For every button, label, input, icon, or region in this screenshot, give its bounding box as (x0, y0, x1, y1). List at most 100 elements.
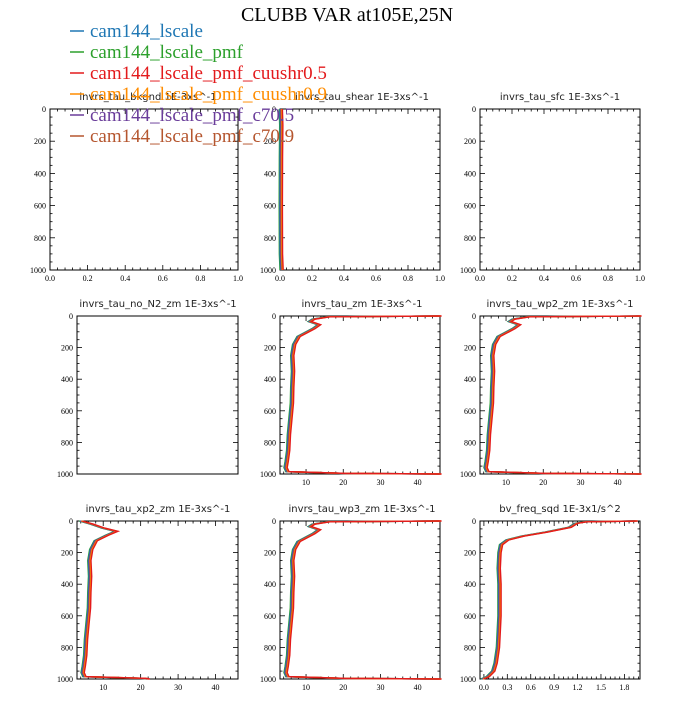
y-tick-label: 0 (42, 105, 46, 114)
series-line-cam144_lscale_pmf_c70.9 (285, 520, 441, 680)
x-tick-label: 0.0 (275, 274, 285, 283)
plot-frame (479, 108, 641, 271)
y-tick-label: 200 (61, 344, 73, 353)
x-tick-label: 0.6 (571, 274, 581, 283)
y-tick-label: 1000 (460, 470, 476, 479)
series-line-cam144_lscale_pmf_cuushr0.5 (281, 108, 284, 271)
y-tick-label: 1000 (260, 675, 276, 684)
panel-5: invrs_tau_zm 1E-3xs^-1 0 200 400 600 800 1000 1… (260, 299, 442, 487)
y-tick-label: 800 (264, 643, 276, 652)
y-tick-label: 1000 (460, 675, 476, 684)
x-tick-label: 0.9 (549, 683, 559, 692)
series-line-cam144_lscale_pmf_c70.9 (485, 315, 641, 475)
legend-item: cam144_lscale_pmf (70, 42, 244, 63)
x-tick-label: 20 (539, 478, 547, 487)
x-tick-label: 1.0 (635, 274, 645, 283)
panel-title: invrs_tau_wp3_zm 1E-3xs^-1 (289, 504, 436, 515)
y-tick-label: 400 (464, 580, 476, 589)
y-tick-label: 200 (464, 549, 476, 558)
series-line-cam144_lscale_pmf_cuushr0.5 (483, 520, 638, 680)
series-line-cam144_lscale (283, 520, 440, 680)
panel-grid: invrs_tau_bkgnd 1E-3xs^-1020040060080010… (30, 92, 645, 692)
x-tick-label: 1.0 (435, 274, 445, 283)
panel-title: bv_freq_sqd 1E-3x1/s^2 (499, 504, 621, 515)
x-tick-label: 0.4 (120, 274, 130, 283)
y-tick-label: 200 (264, 137, 276, 146)
series-line-cam144_lscale_pmf (483, 315, 639, 475)
y-tick-label: 0 (472, 517, 476, 526)
series-line-cam144_lscale_pmf_cuushr0.5 (486, 315, 642, 475)
panel-2: invrs_tau_shear 1E-3xs^-1 0 200 400 600 800 10… (260, 92, 445, 283)
y-tick-label: 800 (464, 438, 476, 447)
x-tick-label: 20 (339, 683, 347, 692)
x-tick-label: 0.8 (603, 274, 613, 283)
x-tick-label: 20 (137, 683, 145, 692)
y-tick-label: 0 (272, 312, 276, 321)
series-line-cam144_lscale (481, 520, 636, 680)
x-tick-label: 1.8 (619, 683, 629, 692)
y-tick-label: 200 (264, 549, 276, 558)
x-tick-label: 0.2 (507, 274, 517, 283)
x-tick-label: 1.0 (233, 274, 243, 283)
x-tick-label: 0.0 (45, 274, 55, 283)
y-tick-label: 1000 (57, 470, 73, 479)
y-tick-label: 200 (464, 137, 476, 146)
x-tick-label: 10 (302, 683, 310, 692)
y-tick-label: 800 (464, 234, 476, 243)
x-tick-label: 0.2 (83, 274, 93, 283)
series-line-cam144_lscale_pmf_cuushr0.9 (485, 315, 641, 475)
y-tick-label: 600 (34, 202, 46, 211)
panel-title: invrs_tau_wp2_zm 1E-3xs^-1 (487, 299, 634, 310)
y-tick-label: 200 (34, 137, 46, 146)
series-line-cam144_lscale_pmf_c70.5 (484, 315, 640, 475)
y-tick-label: 400 (264, 375, 276, 384)
y-tick-label: 400 (61, 375, 73, 384)
y-tick-label: 400 (264, 169, 276, 178)
legend-label: cam144_lscale_pmf_c70.9 (90, 126, 294, 147)
legend-label: cam144_lscale_pmf (90, 42, 244, 63)
series-line-cam144_lscale_pmf_c70.9 (482, 520, 637, 680)
panel-title: invrs_tau_bkgnd 1E-3xs^-1 (79, 92, 216, 103)
x-tick-label: 10 (502, 478, 510, 487)
y-tick-label: 400 (264, 580, 276, 589)
y-tick-label: 0 (472, 105, 476, 114)
x-tick-label: 40 (614, 478, 622, 487)
legend-item: cam144_lscale_pmf_cuushr0.5 (70, 63, 327, 84)
series-line-cam144_lscale_pmf_cuushr0.9 (285, 315, 441, 475)
y-tick-label: 800 (464, 643, 476, 652)
plot-frame (279, 315, 441, 475)
y-tick-label: 400 (464, 375, 476, 384)
y-tick-label: 800 (61, 643, 73, 652)
y-tick-label: 600 (264, 612, 276, 621)
x-tick-label: 0.6 (158, 274, 168, 283)
y-tick-label: 600 (264, 407, 276, 416)
series-line-cam144_lscale_pmf_c70.5 (284, 315, 440, 475)
legend-item: cam144_lscale_pmf_cuushr0.9 (70, 84, 327, 105)
plot-frame (279, 108, 441, 271)
x-tick-label: 20 (339, 478, 347, 487)
x-tick-label: 0.0 (479, 683, 489, 692)
series-line-cam144_lscale_pmf_cuushr0.5 (82, 520, 150, 680)
panel-1: invrs_tau_bkgnd 1E-3xs^-1 0 200 400 600 800 10… (30, 92, 243, 283)
series-line-cam144_lscale_pmf_cuushr0.5 (286, 315, 442, 475)
series-line-cam144_lscale (483, 315, 640, 475)
x-tick-label: 10 (302, 478, 310, 487)
panel-title: invrs_tau_shear 1E-3xs^-1 (295, 92, 429, 103)
plot-frame (479, 520, 641, 680)
y-tick-label: 200 (464, 344, 476, 353)
x-tick-label: 0.4 (339, 274, 349, 283)
x-tick-label: 40 (212, 683, 220, 692)
panel-9: bv_freq_sqd 1E-3x1/s^2020040060080010000… (460, 504, 641, 692)
y-tick-label: 1000 (260, 266, 276, 275)
x-tick-label: 1.2 (573, 683, 583, 692)
y-tick-label: 800 (264, 234, 276, 243)
y-tick-label: 0 (472, 312, 476, 321)
series-line-cam144_lscale_pmf_c70.5 (284, 520, 440, 680)
x-tick-label: 0.4 (539, 274, 549, 283)
series-line-cam144_lscale_pmf_cuushr0.5 (286, 520, 442, 680)
y-tick-label: 0 (272, 105, 276, 114)
panel-3: invrs_tau_sfc 1E-3xs^-1 0 200 400 600 800 1000… (460, 92, 645, 283)
legend-label: cam144_lscale_pmf_cuushr0.5 (90, 63, 327, 84)
